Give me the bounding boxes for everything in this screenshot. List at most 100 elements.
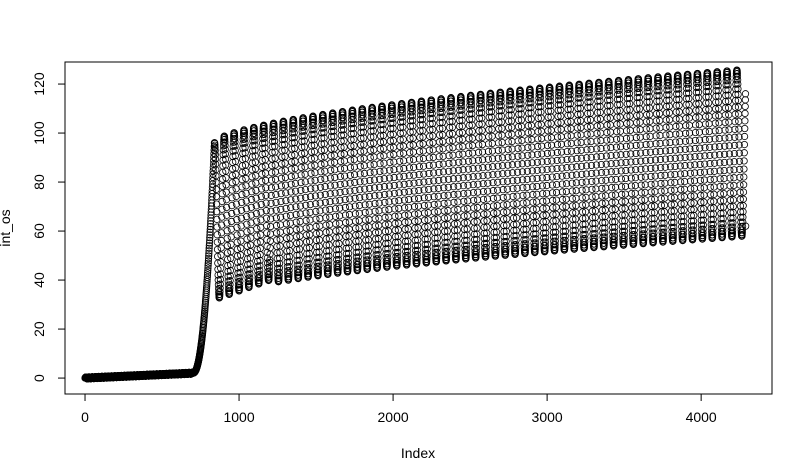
data-point <box>231 142 239 150</box>
data-point <box>302 224 310 232</box>
data-point <box>242 174 250 183</box>
data-point <box>222 174 230 182</box>
data-point <box>277 174 286 182</box>
data-point <box>533 198 541 206</box>
data-point <box>272 221 281 230</box>
data-point <box>710 175 718 183</box>
data-point <box>262 184 270 192</box>
data-point <box>233 216 241 224</box>
data-point <box>498 146 506 154</box>
data-point <box>695 120 703 129</box>
data-point <box>370 153 378 161</box>
data-point <box>606 128 615 136</box>
data-point <box>261 169 270 177</box>
data-point <box>301 193 310 202</box>
data-point <box>226 272 234 280</box>
data-point <box>290 125 298 133</box>
data-point <box>301 178 309 186</box>
data-point <box>276 221 285 229</box>
data-point <box>290 139 299 147</box>
data-point <box>247 219 255 227</box>
data-point <box>277 197 285 206</box>
data-point <box>444 206 452 215</box>
data-point <box>266 258 274 266</box>
data-point <box>277 205 285 213</box>
data-point <box>419 154 428 163</box>
data-point <box>236 281 244 289</box>
data-point <box>271 137 279 145</box>
data-point <box>299 117 308 125</box>
data-point <box>350 163 359 171</box>
data-point <box>287 165 296 173</box>
data-point <box>217 244 225 252</box>
data-point <box>611 191 620 199</box>
data-point <box>666 131 674 139</box>
data-point <box>232 200 241 208</box>
y-tick-label: 60 <box>31 223 47 239</box>
data-point <box>217 236 225 245</box>
data-point <box>287 172 295 181</box>
data-point <box>280 130 288 139</box>
data-point <box>212 192 221 201</box>
data-point <box>255 274 263 282</box>
data-point <box>223 234 231 242</box>
data-point <box>636 125 644 134</box>
data-point <box>301 170 309 178</box>
x-axis-title: Index <box>401 445 435 461</box>
data-point <box>232 185 240 193</box>
data-point <box>237 214 245 222</box>
data-point <box>621 182 630 191</box>
data-point <box>231 152 239 160</box>
data-point <box>243 212 251 221</box>
data-point <box>252 172 260 180</box>
data-point <box>223 211 231 219</box>
data-point <box>390 158 398 166</box>
data-point <box>690 184 698 193</box>
data-point <box>340 164 349 172</box>
data-point <box>557 140 566 148</box>
data-point <box>302 201 310 209</box>
data-point <box>567 139 575 147</box>
data-point <box>272 206 280 214</box>
data-point <box>285 266 293 275</box>
data-point <box>251 136 259 145</box>
data-point <box>685 129 694 137</box>
data-point <box>285 270 293 278</box>
data-point <box>277 167 286 175</box>
data-point <box>297 194 305 202</box>
data-point <box>221 155 230 163</box>
data-point <box>612 183 620 191</box>
data-point <box>262 207 270 215</box>
data-point <box>326 213 334 221</box>
data-point <box>385 205 393 214</box>
data-point <box>280 135 289 143</box>
data-point <box>740 181 748 189</box>
data-point <box>562 187 570 196</box>
data-point <box>700 184 708 192</box>
data-point <box>295 256 303 264</box>
data-point <box>715 127 723 135</box>
data-point <box>646 132 654 140</box>
data-point <box>385 213 393 221</box>
data-point <box>268 169 276 177</box>
data-point <box>444 199 452 207</box>
data-point <box>306 216 314 224</box>
data-point <box>523 191 531 199</box>
data-point <box>206 236 214 244</box>
data-point <box>631 189 639 197</box>
data-point <box>237 206 246 214</box>
data-point <box>282 220 290 228</box>
data-point <box>267 207 275 215</box>
data-point <box>267 176 276 184</box>
data-point <box>267 184 275 192</box>
data-point <box>253 232 261 240</box>
data-point <box>350 156 358 164</box>
data-point <box>296 225 304 233</box>
data-point <box>355 217 363 225</box>
data-point <box>287 180 295 188</box>
data-point <box>355 209 363 217</box>
data-point <box>547 134 556 142</box>
data-point <box>725 126 733 134</box>
data-point <box>740 173 748 181</box>
data-point <box>513 192 521 200</box>
